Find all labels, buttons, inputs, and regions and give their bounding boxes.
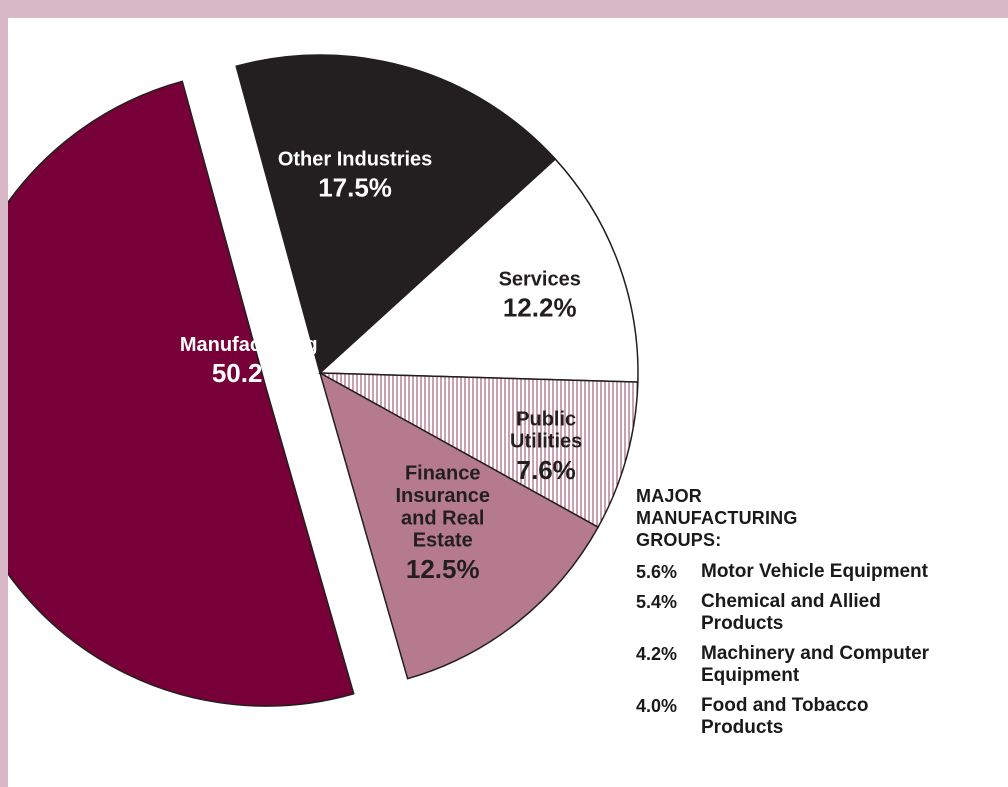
slice-value-services: 12.2% [503,293,577,323]
group-label: Machinery and Computer Equipment [701,643,930,686]
slice-value-public-utilities: 7.6% [517,455,576,485]
group-share-value: 5.4% [636,592,678,612]
manufacturing-group-item: 5.6% Motor Vehicle Equipment [636,561,1006,583]
group-label: Food and Tobacco Products [701,695,869,738]
slice-label-other-industries: Other Industries [278,149,432,171]
slice-label-manufacturing: Manufacturing [180,334,318,356]
slice-value-finance-insurance-and-real-estate: 12.5% [406,554,480,584]
pie-slice-manufacturing [8,80,355,707]
legend-list: 5.6% Motor Vehicle Equipment 5.4% Chemical … [636,561,1006,739]
slice-value-other-industries: 17.5% [318,173,392,203]
manufacturing-group-item: 4.2% Machinery and Computer Equipment [636,643,1006,687]
pie-slice-services [318,158,639,383]
slice-label-finance-insurance-and-real-estate: Finance Insurance and Real Estate [395,463,489,552]
manufacturing-group-item: 5.4% Chemical and Allied Products [636,591,1006,635]
group-share-value: 4.0% [636,696,678,716]
manufacturing-groups-legend: MAJOR MANUFACTURING GROUPS: 5.6% Motor Vehi… [636,485,1006,747]
pie-slice-finance-insurance-and-real-estate [318,371,600,680]
group-share-value: 4.2% [636,644,678,664]
pie-slice-public-utilities [319,372,639,529]
slice-label-services: Services [499,268,581,290]
group-label: Motor Vehicle Equipment [701,561,928,582]
manufacturing-group-item: 4.0% Food and Tobacco Products [636,695,1006,739]
legend-title-line: MAJOR [636,486,703,506]
chart-panel: Manufacturing 50.2% Other Industries 17.5% S… [8,18,1008,787]
group-share-value: 5.6% [636,562,678,582]
group-label: Chemical and Allied Products [701,591,881,634]
legend-title: MAJOR MANUFACTURING GROUPS: [636,485,1006,551]
pie-slice-other-industries [235,54,557,375]
legend-title-line: GROUPS: [636,530,722,550]
legend-title-line: MANUFACTURING [636,508,798,528]
slice-label-public-utilities: Public Utilities [510,408,582,452]
slice-value-manufacturing: 50.2% [212,358,286,388]
